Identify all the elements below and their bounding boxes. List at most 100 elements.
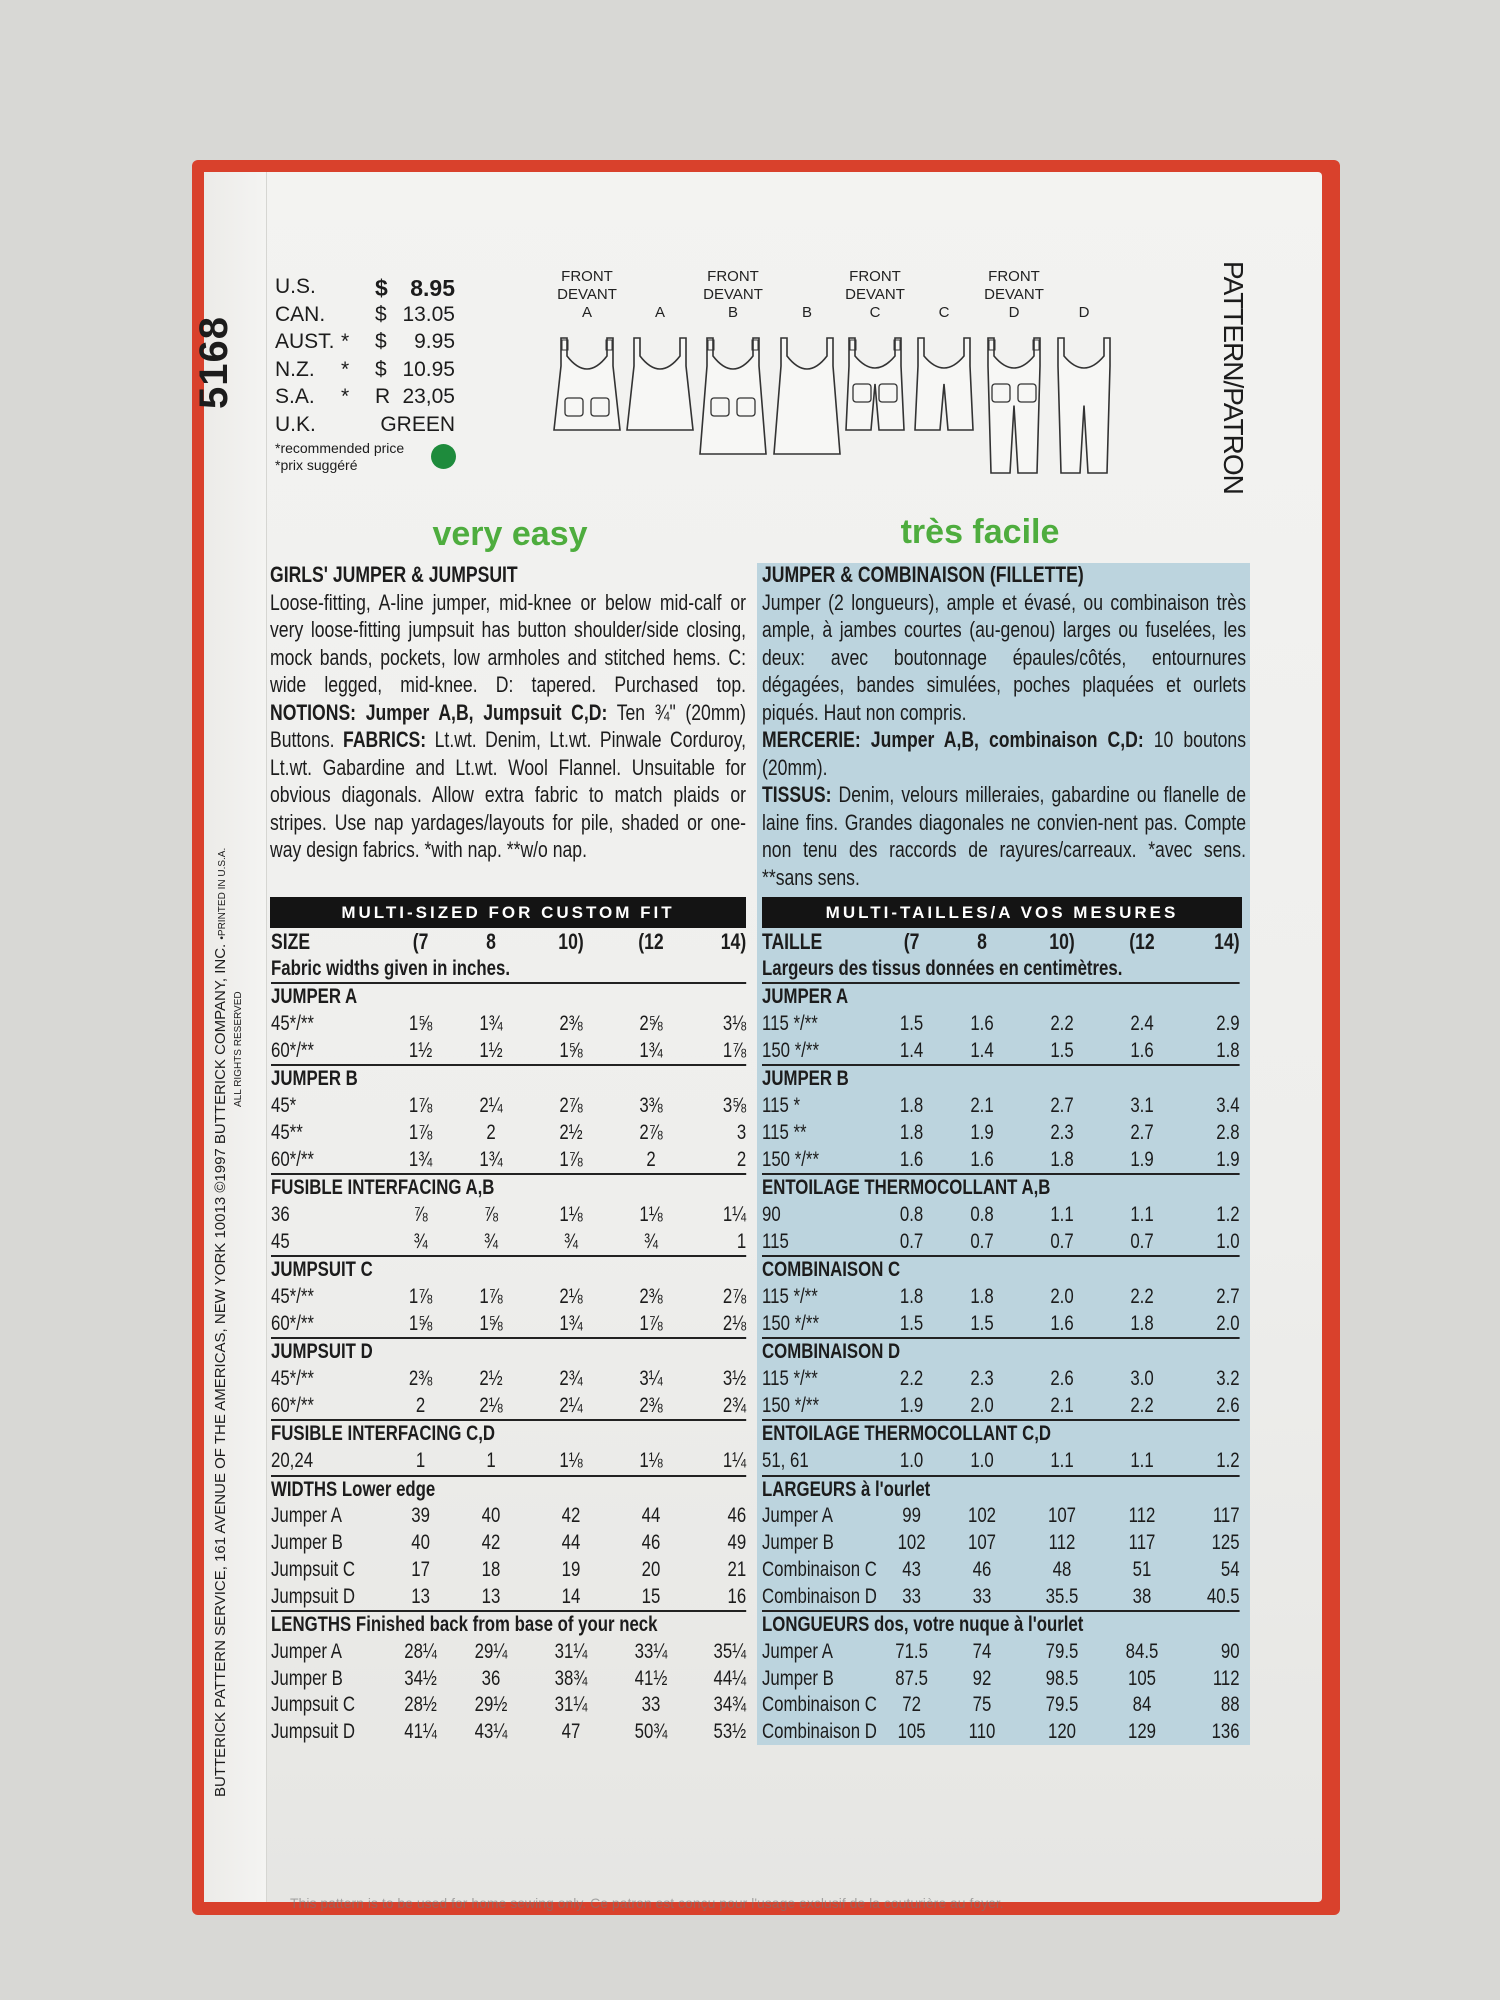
- cell-value: 110: [968, 1719, 996, 1743]
- cell-value: 43: [902, 1557, 921, 1581]
- table-row: 60*/** 1¾ 1¾ 1⅞ 2 2: [271, 1147, 746, 1174]
- cell-value: 3.2: [1216, 1367, 1240, 1390]
- cell-value: 50¾: [634, 1719, 668, 1743]
- row-label: Jumpsuit C: [271, 1557, 356, 1581]
- table-section-title: JUMPER A: [271, 982, 747, 1011]
- cell-value: 2¾: [559, 1367, 583, 1390]
- table-row: 45 ¾ ¾ ¾ ¾ 1: [271, 1229, 746, 1256]
- cell-value: 72: [902, 1693, 921, 1717]
- size-value: (7: [903, 929, 920, 954]
- table-row: Jumper B 40 42 44 46 49: [271, 1530, 746, 1557]
- envelope-flap: [204, 172, 267, 1902]
- cell-value: 1⅞: [639, 1311, 663, 1335]
- table-section-title: JUMPER B: [271, 1064, 747, 1093]
- price-value: 10.95: [402, 357, 455, 381]
- cell-value: 79.5: [1045, 1693, 1079, 1717]
- cell-value: 1.9: [970, 1120, 994, 1144]
- table-row: Jumper B 87.5 92 98.5 105 112: [762, 1666, 1240, 1693]
- cell-value: 1.5: [970, 1311, 994, 1335]
- cell-value: 1.1: [1050, 1202, 1074, 1226]
- cell-value: 33: [972, 1584, 992, 1608]
- table-section-title: COMBINAISON C: [762, 1255, 1240, 1284]
- cell-value: 2.7: [1130, 1120, 1154, 1144]
- cell-value: 90: [1220, 1639, 1240, 1663]
- table-row: 150 */** 1.5 1.5 1.6 1.8 2.0: [762, 1311, 1240, 1338]
- cell-value: 31¼: [554, 1693, 588, 1717]
- cell-value: 47: [561, 1719, 581, 1743]
- cell-value: 3½: [722, 1367, 747, 1390]
- price-row: U.S. $8.95: [275, 275, 465, 303]
- cell-value: 13: [481, 1584, 501, 1608]
- cell-value: 2⅝: [639, 1012, 663, 1036]
- cell-value: 42: [561, 1504, 581, 1528]
- copyright-notice: BUTTERICK PATTERN SERVICE, 161 AVENUE OF…: [212, 537, 247, 1797]
- printed-in: •PRINTED IN U.S.A.: [217, 847, 228, 940]
- cell-value: 92: [972, 1666, 992, 1690]
- cell-value: 34¾: [713, 1693, 747, 1717]
- row-label: Jumper B: [762, 1666, 834, 1690]
- cell-value: 102: [897, 1531, 926, 1555]
- cell-value: 107: [967, 1531, 997, 1555]
- cell-value: 36: [481, 1666, 501, 1690]
- row-label: 20,24: [271, 1449, 314, 1473]
- row-label: 45*/**: [271, 1012, 314, 1036]
- cell-value: 20: [641, 1557, 661, 1581]
- cell-value: 1.6: [1130, 1038, 1154, 1062]
- table-row: 45** 1⅞ 2 2½ 2⅞ 3: [271, 1120, 746, 1147]
- cell-value: 105: [897, 1719, 926, 1743]
- price-value: 13.05: [402, 302, 455, 326]
- cell-value: ⅞: [483, 1202, 499, 1226]
- cell-value: 136: [1211, 1719, 1240, 1743]
- table-row: Jumper A 28¼ 29¼ 31¼ 33¼ 35¼: [271, 1639, 746, 1666]
- row-label: 90: [762, 1202, 781, 1226]
- row-label: 115 */**: [762, 1367, 818, 1390]
- cell-value: 18: [481, 1557, 501, 1581]
- table-section-title: LONGUEURS dos, votre nuque à l'ourlet: [762, 1610, 1240, 1639]
- uk-price-dot: [431, 444, 456, 469]
- row-label: Jumper A: [271, 1504, 342, 1528]
- cell-value: 1.0: [899, 1449, 924, 1473]
- view-label: B: [802, 304, 812, 321]
- description-text-french: Jumper (2 longueurs), ample et évasé, ou…: [762, 589, 1246, 725]
- price-country: S.A.: [275, 385, 315, 408]
- row-label: Jumpsuit D: [271, 1584, 356, 1608]
- cell-value: 1¾: [639, 1038, 663, 1062]
- cell-value: 44: [641, 1504, 661, 1528]
- cell-value: ⅞: [413, 1202, 428, 1226]
- cell-value: 15: [641, 1584, 661, 1608]
- cell-value: 2.6: [1050, 1367, 1074, 1390]
- cell-value: 3⅛: [722, 1012, 747, 1036]
- cell-value: 1⅛: [639, 1449, 663, 1473]
- cell-value: 2.0: [970, 1393, 994, 1417]
- cell-value: 46: [972, 1557, 992, 1581]
- row-label: Combinaison C: [762, 1693, 877, 1717]
- table-section-title: ENTOILAGE THERMOCOLLANT C,D: [762, 1419, 1240, 1448]
- cell-value: 3¼: [639, 1367, 663, 1390]
- difficulty-english: very easy: [432, 515, 588, 553]
- row-label: Jumper B: [762, 1531, 834, 1555]
- table-row: 150 */** 1.9 2.0 2.1 2.2 2.6: [762, 1393, 1240, 1420]
- french-panel: [757, 563, 1250, 1745]
- table-row: 115 */** 1.5 1.6 2.2 2.4 2.9: [762, 1011, 1240, 1038]
- cell-value: 1¼: [722, 1202, 747, 1226]
- jumper-a-back-icon: [626, 337, 694, 431]
- cell-value: 1.4: [899, 1038, 924, 1062]
- size-value: (7: [412, 929, 429, 954]
- cell-value: 41½: [634, 1666, 668, 1690]
- cell-value: 2⅛: [559, 1284, 583, 1308]
- view-label: DEVANT: [845, 286, 905, 303]
- cell-value: 33: [641, 1693, 661, 1717]
- table-section-title: WIDTHS Lower edge: [271, 1474, 747, 1504]
- price-mark: *: [341, 330, 350, 353]
- price-currency: $: [375, 357, 387, 381]
- cell-value: 87.5: [895, 1666, 928, 1690]
- cell-value: 33: [902, 1584, 921, 1608]
- cell-value: 53½: [713, 1719, 747, 1743]
- row-label: 115 */**: [762, 1284, 818, 1308]
- section-title-text: ENTOILAGE THERMOCOLLANT C,D: [762, 1422, 1052, 1446]
- table-row: 51, 61 1.0 1.0 1.1 1.1 1.2: [762, 1448, 1240, 1475]
- cell-value: 1.8: [899, 1120, 924, 1144]
- size-value: 14): [720, 929, 747, 954]
- table-row: Combinaison D 33 33 35.5 38 40.5: [762, 1584, 1240, 1611]
